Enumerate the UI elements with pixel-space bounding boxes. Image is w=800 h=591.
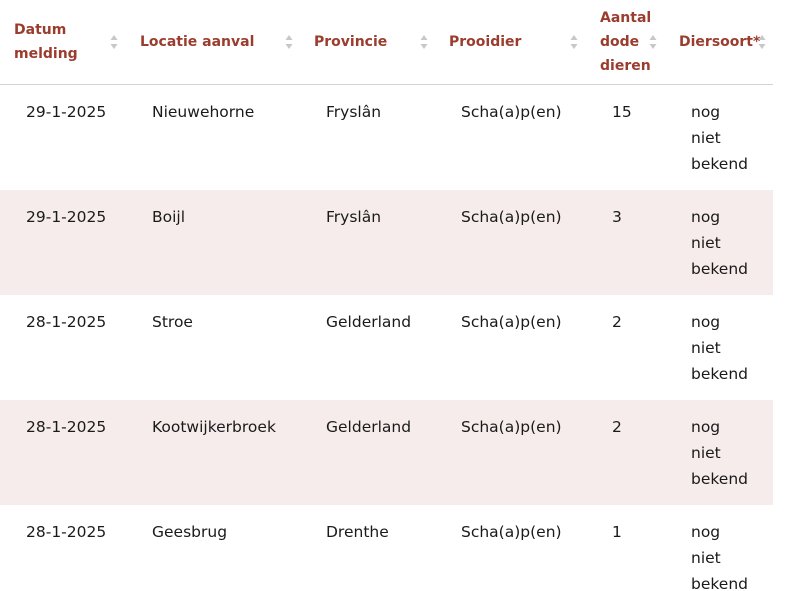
cell-datum: 28-1-2025 [26, 523, 107, 541]
cell-aantal: 2 [612, 418, 622, 436]
column-header-label: Provincie [314, 34, 388, 50]
cell-diersoort: nog niet bekend [691, 414, 771, 492]
cell-line: niet [691, 339, 721, 357]
cell-prooidier: Scha(a)p(en) [461, 523, 562, 541]
column-header-label: Locatie aanval [140, 34, 255, 50]
table-row: 29-1-2025 Nieuwehorne Fryslân Scha(a)p(e… [0, 85, 773, 190]
cell-line: bekend [691, 155, 748, 173]
cell-line: bekend [691, 260, 748, 278]
cell-provincie: Fryslân [326, 103, 382, 121]
cell-datum: 29-1-2025 [26, 103, 107, 121]
cell-line: nog [691, 208, 721, 226]
header-line: dode [600, 34, 640, 50]
cell-datum: 28-1-2025 [26, 418, 107, 436]
header-line: melding [14, 46, 78, 62]
column-header-datum-melding[interactable]: Datum melding [14, 0, 124, 84]
column-header-label: Datum melding [14, 18, 78, 66]
cell-line: niet [691, 549, 721, 567]
sort-icon[interactable] [110, 34, 118, 50]
column-header-aantal-dode-dieren[interactable]: Aantal dode dieren [600, 0, 662, 84]
cell-diersoort: nog niet bekend [691, 204, 771, 282]
sort-icon[interactable] [420, 34, 428, 50]
cell-diersoort: nog niet bekend [691, 99, 771, 177]
table-header: Datum melding Locatie aanval Provincie P… [0, 0, 773, 85]
column-header-locatie-aanval[interactable]: Locatie aanval [140, 0, 300, 84]
cell-locatie: Nieuwehorne [152, 103, 255, 121]
cell-provincie: Gelderland [326, 313, 412, 331]
table-row: 28-1-2025 Kootwijkerbroek Gelderland Sch… [0, 400, 773, 505]
cell-prooidier: Scha(a)p(en) [461, 418, 562, 436]
cell-line: nog [691, 523, 721, 541]
sort-icon[interactable] [285, 34, 293, 50]
column-header-label: Aantal dode dieren [600, 6, 651, 78]
table-row: 28-1-2025 Geesbrug Drenthe Scha(a)p(en) … [0, 505, 773, 591]
column-header-label: Diersoort* [679, 34, 761, 50]
column-header-prooidier[interactable]: Prooidier [449, 0, 584, 84]
cell-aantal: 15 [612, 103, 632, 121]
cell-aantal: 1 [612, 523, 622, 541]
cell-line: bekend [691, 575, 748, 591]
cell-aantal: 3 [612, 208, 622, 226]
cell-line: niet [691, 129, 721, 147]
cell-line: nog [691, 418, 721, 436]
cell-locatie: Kootwijkerbroek [152, 418, 276, 436]
cell-locatie: Geesbrug [152, 523, 228, 541]
cell-datum: 28-1-2025 [26, 313, 107, 331]
cell-provincie: Gelderland [326, 418, 412, 436]
cell-line: bekend [691, 365, 748, 383]
cell-line: niet [691, 444, 721, 462]
cell-line: niet [691, 234, 721, 252]
cell-provincie: Drenthe [326, 523, 389, 541]
cell-prooidier: Scha(a)p(en) [461, 208, 562, 226]
attacks-table: Datum melding Locatie aanval Provincie P… [0, 0, 773, 591]
header-line: Datum [14, 22, 67, 38]
sort-icon[interactable] [649, 34, 657, 50]
cell-locatie: Boijl [152, 208, 186, 226]
cell-datum: 29-1-2025 [26, 208, 107, 226]
cell-prooidier: Scha(a)p(en) [461, 103, 562, 121]
cell-line: nog [691, 313, 721, 331]
cell-prooidier: Scha(a)p(en) [461, 313, 562, 331]
cell-line: bekend [691, 470, 748, 488]
column-header-label: Prooidier [449, 34, 522, 50]
cell-line: nog [691, 103, 721, 121]
cell-diersoort: nog niet bekend [691, 309, 771, 387]
cell-diersoort: nog niet bekend [691, 519, 771, 591]
sort-icon[interactable] [758, 34, 766, 50]
cell-locatie: Stroe [152, 313, 193, 331]
column-header-diersoort[interactable]: Diersoort* [679, 0, 771, 84]
cell-provincie: Fryslân [326, 208, 382, 226]
table-row: 28-1-2025 Stroe Gelderland Scha(a)p(en) … [0, 295, 773, 400]
cell-aantal: 2 [612, 313, 622, 331]
sort-icon[interactable] [570, 34, 578, 50]
header-line: dieren [600, 58, 651, 74]
header-line: Aantal [600, 10, 652, 26]
column-header-provincie[interactable]: Provincie [314, 0, 434, 84]
table-row: 29-1-2025 Boijl Fryslân Scha(a)p(en) 3 n… [0, 190, 773, 295]
